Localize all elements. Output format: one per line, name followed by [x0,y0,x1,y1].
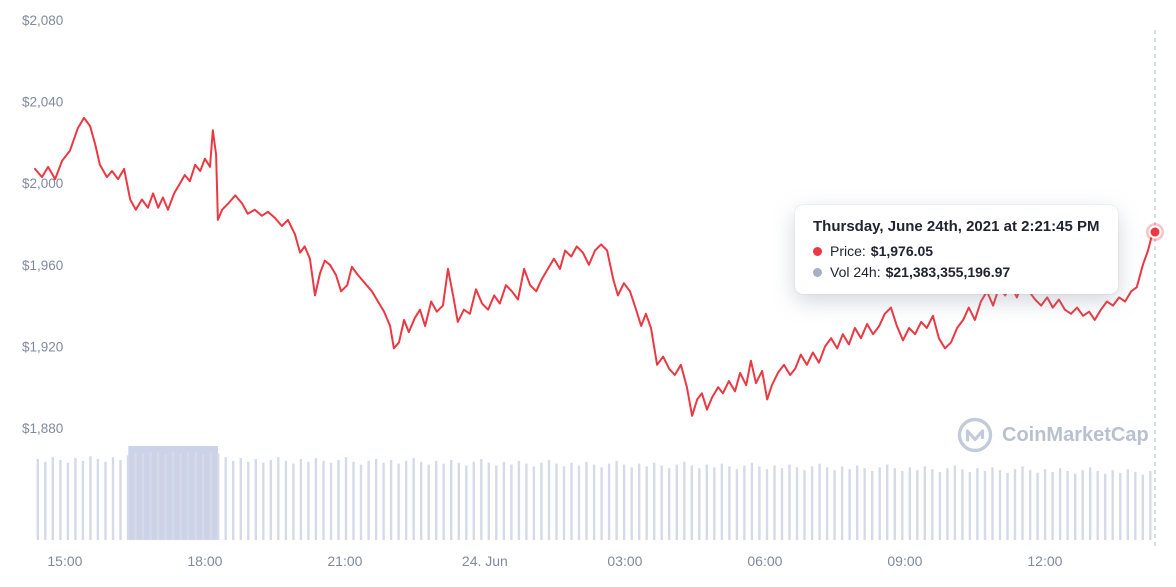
svg-text:$1,920: $1,920 [22,339,63,354]
svg-text:06:00: 06:00 [747,553,782,569]
svg-text:$2,000: $2,000 [22,176,63,191]
svg-text:$1,960: $1,960 [22,258,63,273]
svg-text:03:00: 03:00 [607,553,642,569]
coinmarketcap-watermark: CoinMarketCap [956,416,1149,454]
y-axis-labels: $2,080 $2,040 $2,000 $1,960 $1,920 $1,880 [22,13,63,436]
coinmarketcap-logo-icon [957,417,993,453]
svg-text:15:00: 15:00 [47,553,82,569]
tooltip-price-row: Price: $1,976.05 [813,243,1100,259]
tooltip-volume-row: Vol 24h: $21,383,355,196.97 [813,264,1100,280]
tooltip-vol-label: Vol 24h: [830,264,881,280]
price-dot-icon [813,246,822,256]
tooltip-price-label: Price: [830,243,866,259]
volume-bars [36,451,1152,540]
tooltip-price-value: $1,976.05 [870,243,934,259]
x-axis-labels: 15:00 18:00 21:00 24. Jun 03:00 06:00 09:00 12:… [47,553,1062,569]
svg-text:12:00: 12:00 [1027,553,1062,569]
svg-text:$2,080: $2,080 [22,13,63,28]
svg-text:$2,040: $2,040 [22,95,63,110]
svg-text:09:00: 09:00 [887,553,922,569]
vol-dot-icon [813,267,822,277]
price-line [34,116,1156,417]
svg-text:18:00: 18:00 [187,553,222,569]
svg-text:21:00: 21:00 [327,553,362,569]
tooltip-date: Thursday, June 24th, 2021 at 2:21:45 PM [813,218,1100,235]
tooltip-vol-value: $21,383,355,196.97 [885,264,1011,280]
current-price-marker[interactable] [1148,225,1162,239]
chart-tooltip: Thursday, June 24th, 2021 at 2:21:45 PM … [795,205,1118,294]
svg-text:24. Jun: 24. Jun [462,553,508,569]
svg-text:$1,880: $1,880 [22,421,63,436]
watermark-text: CoinMarketCap [1002,423,1149,446]
